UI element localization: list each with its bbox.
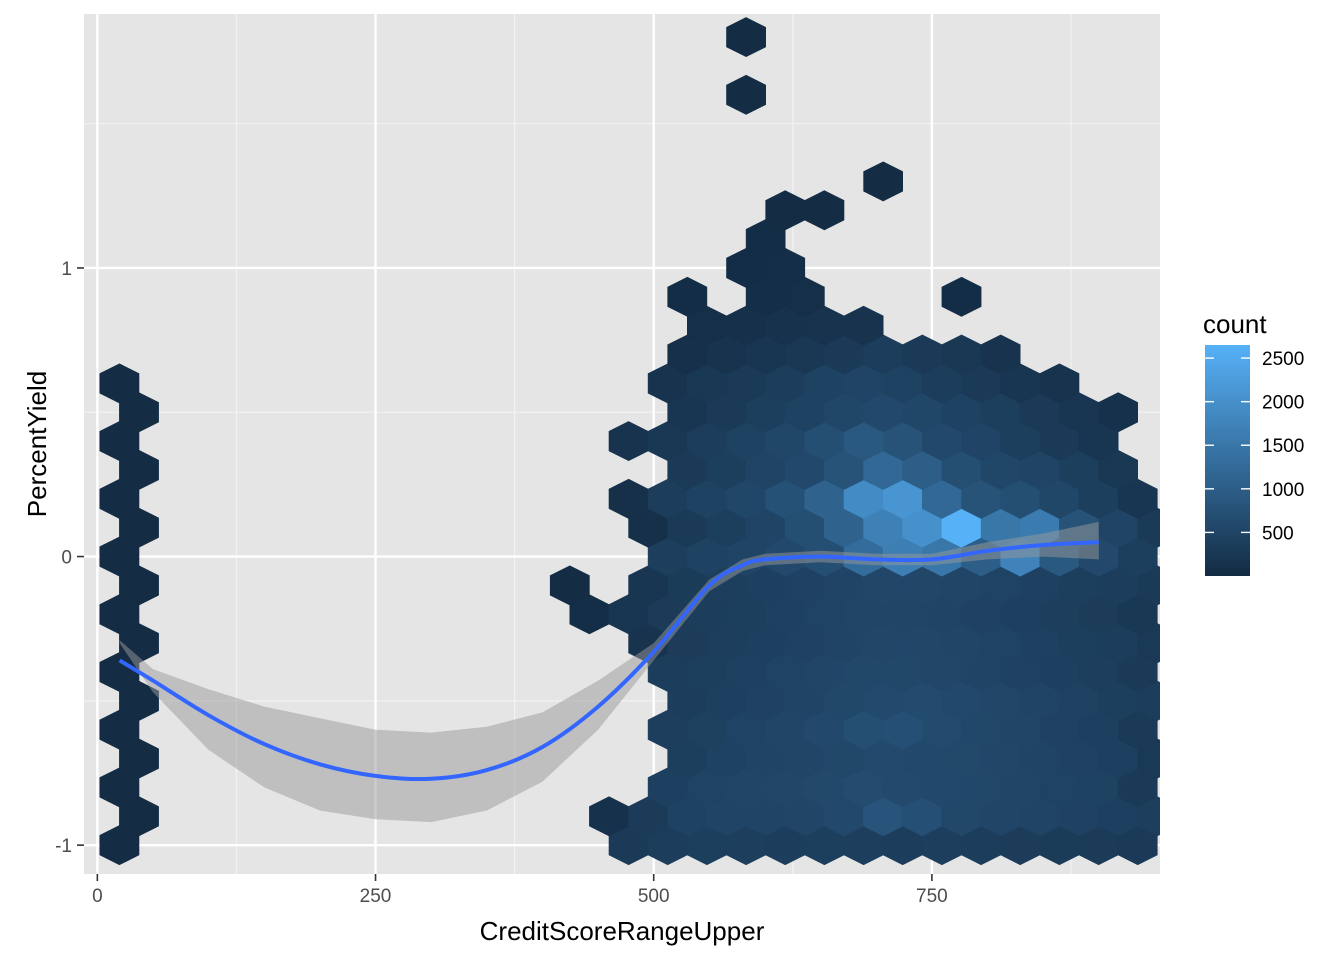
legend-label: 2500 xyxy=(1262,349,1304,370)
hex-bin xyxy=(1098,392,1138,433)
y-axis-title: PercentYield xyxy=(22,371,52,517)
hex-bin xyxy=(980,334,1021,375)
hex-bin xyxy=(1177,681,1216,720)
hex-bin xyxy=(1039,363,1080,404)
legend-title: count xyxy=(1203,309,1267,339)
hex-bin xyxy=(726,74,767,115)
hex-bin xyxy=(549,565,590,606)
axes: 0 250 500 750 -1 0 1 xyxy=(55,259,948,907)
confidence-band xyxy=(119,521,1099,823)
y-tick-label: 1 xyxy=(61,259,72,280)
x-tick-label: 750 xyxy=(916,886,948,907)
hex-bin xyxy=(726,17,767,58)
hex-bin xyxy=(1177,797,1216,836)
legend: count 500 1000 1500 2000 2500 xyxy=(1203,309,1304,576)
hex-bin xyxy=(863,161,904,202)
legend-colorbar xyxy=(1205,345,1250,576)
hex-bin xyxy=(804,190,845,231)
y-tick-label: -1 xyxy=(55,836,72,857)
y-tick-label: 0 xyxy=(61,548,72,569)
x-tick-label: 250 xyxy=(360,886,392,907)
legend-label: 500 xyxy=(1262,523,1294,544)
hex-bin xyxy=(941,276,982,317)
smooth-layer xyxy=(118,521,1099,823)
legend-label: 2000 xyxy=(1262,393,1304,414)
legend-label: 1000 xyxy=(1262,480,1304,501)
x-tick-label: 500 xyxy=(638,886,670,907)
hex-bin xyxy=(99,363,140,404)
hex-bin xyxy=(667,276,708,317)
hex-bins xyxy=(99,17,1216,866)
legend-label: 1500 xyxy=(1262,436,1304,457)
x-tick-label: 0 xyxy=(92,886,103,907)
x-axis-title: CreditScoreRangeUpper xyxy=(480,916,765,946)
smooth-line xyxy=(118,540,1099,782)
legend-ticks: 500 1000 1500 2000 2500 xyxy=(1205,349,1304,544)
hex-bin xyxy=(843,305,884,346)
